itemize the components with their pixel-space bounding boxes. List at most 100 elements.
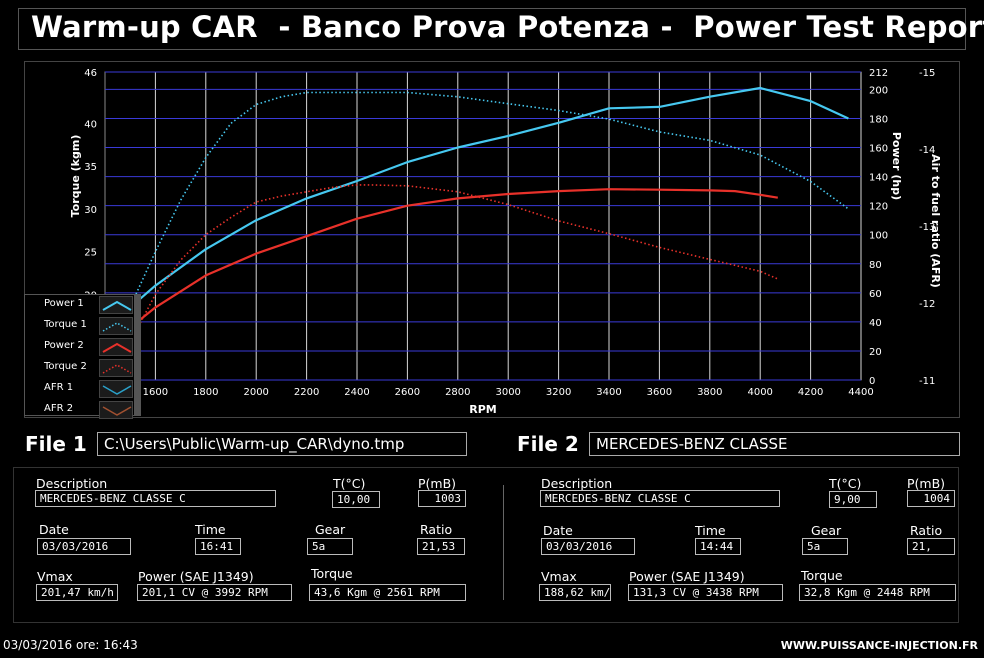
y-left-tick-label: 40 xyxy=(84,119,97,130)
y-left-tick-label: 46 xyxy=(84,68,97,79)
y-right-tick-label: 20 xyxy=(869,347,882,358)
y-right-tick-label: 60 xyxy=(869,289,882,300)
test2-gear-label: Gear xyxy=(811,523,842,538)
test1-date-value[interactable]: 03/03/2016 xyxy=(37,538,131,555)
legend-item-torque2[interactable]: Torque 2 xyxy=(25,358,142,379)
y-right-tick-label: 200 xyxy=(869,85,888,96)
test1-power-value[interactable]: 201,1 CV @ 3992 RPM xyxy=(137,584,292,601)
x-tick-label: 2600 xyxy=(395,387,420,398)
legend-item-power1[interactable]: Power 1 xyxy=(25,295,142,316)
legend-label: Power 1 xyxy=(44,298,84,309)
file1-path-field[interactable]: C:\Users\Public\Warm-up_CAR\dyno.tmp xyxy=(97,432,467,456)
legend-label: Torque 2 xyxy=(44,361,87,372)
legend-scrollbar[interactable] xyxy=(134,295,140,415)
y-right-tick-label: 100 xyxy=(869,231,888,242)
y-right-tick-label: 80 xyxy=(869,260,882,271)
y-afr-tick-label: -11 xyxy=(919,376,935,387)
y-afr-tick-label: -12 xyxy=(919,299,935,310)
y-afr-tick-label: -15 xyxy=(919,68,935,79)
test1-torque-value[interactable]: 43,6 Kgm @ 2561 RPM xyxy=(309,584,466,601)
test1-time-value[interactable]: 16:41 xyxy=(195,538,241,555)
y-afr-tick-label: -14 xyxy=(919,145,935,156)
x-tick-label: 3200 xyxy=(546,387,571,398)
test1-pressure-label: P(mB) xyxy=(418,476,457,491)
test1-ratio-value[interactable]: 21,53 xyxy=(417,538,465,555)
y-right-tick-label: 140 xyxy=(869,173,888,184)
legend-swatch-power2 xyxy=(99,338,133,356)
test1-gear-label: Gear xyxy=(315,522,346,537)
test1-pressure-value[interactable]: 1003 xyxy=(418,490,466,507)
legend-item-afr2[interactable]: AFR 2 xyxy=(25,400,142,421)
legend-swatch-torque2 xyxy=(99,359,133,377)
test1-ratio-label: Ratio xyxy=(420,522,453,537)
y-right-tick-label: 0 xyxy=(869,376,875,387)
x-tick-label: 4000 xyxy=(747,387,772,398)
legend-swatch-afr1 xyxy=(99,380,133,398)
test2-gear-value[interactable]: 5a xyxy=(802,538,848,555)
test2-ratio-label: Ratio xyxy=(910,523,943,538)
test2-temp-value[interactable]: 9,00 xyxy=(829,491,877,508)
test1-temp-value[interactable]: 10,00 xyxy=(332,491,380,508)
test2-pressure-label: P(mB) xyxy=(907,476,946,491)
panel-divider xyxy=(503,485,504,600)
y-right-tick-label: 40 xyxy=(869,318,882,329)
test1-vmax-label: Vmax xyxy=(37,569,73,584)
x-tick-label: 2200 xyxy=(294,387,319,398)
chart-legend[interactable]: Power 1 Torque 1 Power 2 Torque 2 AFR 1 … xyxy=(24,294,142,419)
test2-power-label: Power (SAE J1349) xyxy=(629,569,745,584)
test2-power-value[interactable]: 131,3 CV @ 3438 RPM xyxy=(628,584,783,601)
x-tick-label: 3800 xyxy=(697,387,722,398)
test2-vmax-label: Vmax xyxy=(541,569,577,584)
y-right-axis-label: Power (hp) xyxy=(890,132,903,200)
test2-pressure-value[interactable]: 1004 xyxy=(907,490,955,507)
legend-swatch-torque1 xyxy=(99,317,133,335)
test2-description-value[interactable]: MERCEDES-BENZ CLASSE C xyxy=(540,490,780,507)
dyno-chart: 1600 1800 2000 2200 2400 2600 2800 3000 3200 3400… xyxy=(69,68,942,416)
test2-description-label: Description xyxy=(541,476,613,491)
legend-label: Torque 1 xyxy=(44,319,87,330)
test-details-panel xyxy=(13,467,959,623)
test2-date-value[interactable]: 03/03/2016 xyxy=(541,538,635,555)
test1-temp-label: T(°C) xyxy=(333,476,366,491)
test2-ratio-value[interactable]: 21, xyxy=(907,538,955,555)
test1-description-value[interactable]: MERCEDES-BENZ CLASSE C xyxy=(35,490,276,507)
file2-path-field[interactable]: MERCEDES-BENZ CLASSE xyxy=(589,432,960,456)
test2-time-value[interactable]: 14:44 xyxy=(695,538,741,555)
legend-item-power2[interactable]: Power 2 xyxy=(25,337,142,358)
test2-torque-value[interactable]: 32,8 Kgm @ 2448 RPM xyxy=(799,584,956,601)
test2-temp-label: T(°C) xyxy=(829,476,862,491)
file2-label: File 2 xyxy=(517,432,579,456)
legend-label: Power 2 xyxy=(44,340,84,351)
y-left-tick-label: 30 xyxy=(84,205,97,216)
legend-label: AFR 1 xyxy=(44,382,74,393)
legend-item-torque1[interactable]: Torque 1 xyxy=(25,316,142,337)
report-title: Warm-up CAR - Banco Prova Potenza - Powe… xyxy=(31,10,984,44)
legend-swatch-power1 xyxy=(99,296,133,314)
file1-label: File 1 xyxy=(25,432,87,456)
test1-vmax-value[interactable]: 201,47 km/h xyxy=(36,584,118,601)
x-tick-label: 1800 xyxy=(193,387,218,398)
footer-website: WWW.PUISSANCE-INJECTION.FR xyxy=(780,639,978,652)
y-left-tick-label: 25 xyxy=(84,248,97,259)
y-right-tick-label: 160 xyxy=(869,144,888,155)
x-tick-label: 2400 xyxy=(344,387,369,398)
x-axis-label: RPM xyxy=(469,403,496,416)
series-line-torque1 xyxy=(131,91,849,302)
y-afr-tick-label: -13 xyxy=(919,222,935,233)
footer-datetime: 03/03/2016 ore: 16:43 xyxy=(3,638,138,652)
x-tick-label: 2800 xyxy=(445,387,470,398)
test1-gear-value[interactable]: 5a xyxy=(307,538,353,555)
x-tick-label: 3400 xyxy=(596,387,621,398)
y-left-axis-label: Torque (kgm) xyxy=(69,135,82,218)
plot-area xyxy=(104,71,862,381)
test2-vmax-value[interactable]: 188,62 km/ xyxy=(539,584,611,601)
x-tick-label: 3000 xyxy=(495,387,520,398)
y-right-tick-label: 180 xyxy=(869,114,888,125)
legend-item-afr1[interactable]: AFR 1 xyxy=(25,379,142,400)
test1-date-label: Date xyxy=(39,522,69,537)
y-right-tick-label: 212 xyxy=(869,68,888,79)
test2-torque-label: Torque xyxy=(801,568,843,583)
x-tick-label: 4200 xyxy=(798,387,823,398)
test1-time-label: Time xyxy=(195,522,226,537)
y-right-tick-label: 120 xyxy=(869,202,888,213)
